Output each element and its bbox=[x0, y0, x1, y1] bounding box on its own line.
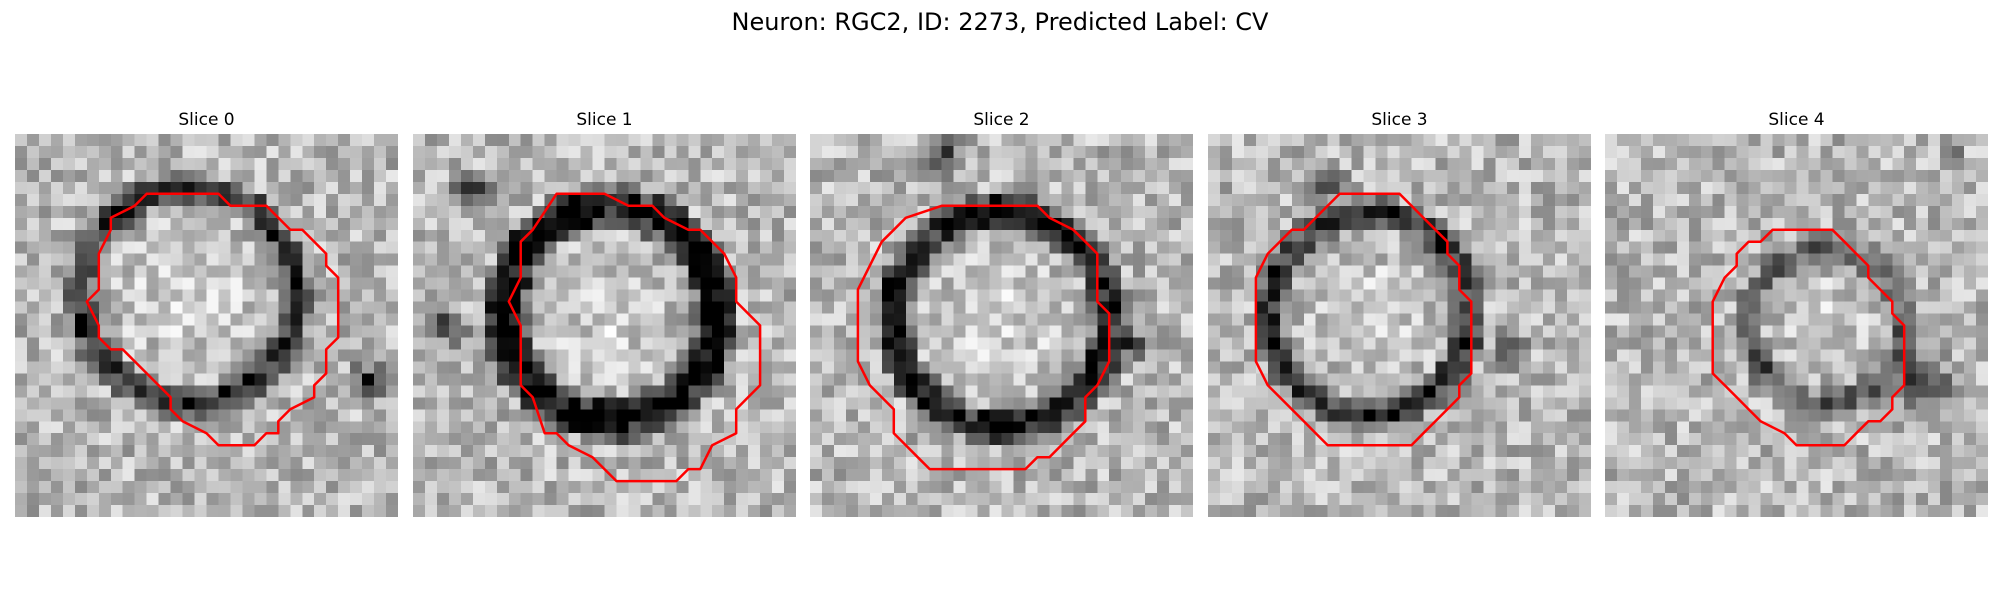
micrograph-svg bbox=[413, 134, 796, 517]
micrograph-svg bbox=[1605, 134, 1988, 517]
slice-panel-0: Slice 0 bbox=[15, 110, 398, 517]
slice-title: Slice 0 bbox=[178, 110, 235, 130]
segmentation-contour bbox=[1711, 228, 1906, 447]
micrograph-svg bbox=[15, 134, 398, 517]
slice-panel-4: Slice 4 bbox=[1605, 110, 1988, 517]
slice-title: Slice 4 bbox=[1768, 110, 1825, 130]
slice-panel-1: Slice 1 bbox=[413, 110, 796, 517]
slice-image bbox=[413, 134, 796, 517]
micrograph-svg bbox=[810, 134, 1193, 517]
slice-image bbox=[810, 134, 1193, 517]
slice-image bbox=[1605, 134, 1988, 517]
slice-title: Slice 3 bbox=[1371, 110, 1428, 130]
micrograph-svg bbox=[1208, 134, 1591, 517]
segmentation-contour bbox=[1254, 192, 1473, 447]
segmentation-contour bbox=[85, 192, 340, 447]
slice-panel-3: Slice 3 bbox=[1208, 110, 1591, 517]
slice-image bbox=[1208, 134, 1591, 517]
slice-image bbox=[15, 134, 398, 517]
slice-title: Slice 1 bbox=[576, 110, 633, 130]
slice-title: Slice 2 bbox=[973, 110, 1030, 130]
slice-panel-2: Slice 2 bbox=[810, 110, 1193, 517]
segmentation-contour bbox=[856, 204, 1111, 471]
figure-title: Neuron: RGC2, ID: 2273, Predicted Label:… bbox=[731, 8, 1269, 36]
segmentation-contour bbox=[507, 192, 762, 483]
